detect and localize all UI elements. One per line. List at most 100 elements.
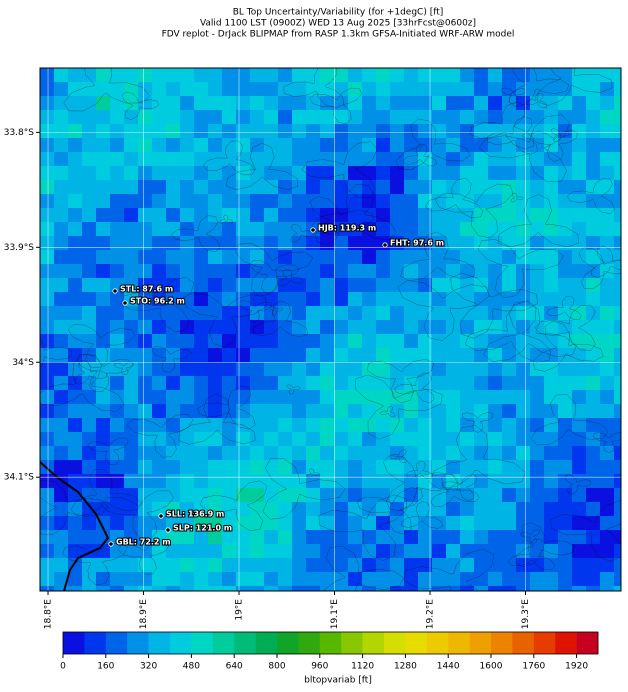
field-cell	[54, 264, 68, 278]
field-cell	[320, 404, 334, 418]
field-cell	[404, 96, 418, 110]
field-cell	[558, 432, 572, 446]
field-cell	[390, 306, 404, 320]
field-cell	[362, 390, 376, 404]
field-cell	[250, 138, 264, 152]
field-cell	[194, 474, 208, 488]
field-cell	[194, 362, 208, 376]
field-cell	[474, 166, 488, 180]
field-cell	[362, 432, 376, 446]
field-cell	[152, 488, 166, 502]
field-cell	[208, 82, 222, 96]
field-cell	[572, 586, 586, 591]
field-cell	[166, 96, 180, 110]
field-cell	[250, 124, 264, 138]
field-cell	[40, 488, 54, 502]
field-cell	[474, 278, 488, 292]
field-cell	[614, 292, 621, 306]
field-cell	[600, 152, 614, 166]
field-cell	[292, 82, 306, 96]
field-cell	[82, 292, 96, 306]
field-cell	[236, 236, 250, 250]
field-cell	[250, 390, 264, 404]
field-cell	[138, 236, 152, 250]
field-cell	[586, 488, 600, 502]
field-cell	[152, 362, 166, 376]
field-cell	[68, 180, 82, 194]
field-cell	[40, 572, 54, 586]
y-tick-label: 34°S	[12, 358, 34, 368]
field-cell	[390, 418, 404, 432]
field-cell	[166, 474, 180, 488]
field-cell	[306, 502, 320, 516]
field-cell	[236, 558, 250, 572]
field-cell	[572, 306, 586, 320]
field-cell	[348, 306, 362, 320]
field-cell	[54, 194, 68, 208]
field-cell	[586, 404, 600, 418]
field-cell	[278, 250, 292, 264]
field-cell	[110, 516, 124, 530]
field-cell	[292, 236, 306, 250]
title: BL Top Uncertainty/Variability (for +1de…	[162, 8, 515, 40]
field-cell	[320, 96, 334, 110]
field-cell	[152, 530, 166, 544]
field-cell	[306, 306, 320, 320]
colorbar-swatch	[491, 632, 513, 654]
field-cell	[236, 152, 250, 166]
field-cell	[306, 432, 320, 446]
field-cell	[418, 432, 432, 446]
field-cell	[376, 250, 390, 264]
field-cell	[446, 362, 460, 376]
field-cell	[502, 474, 516, 488]
colorbar-swatch	[555, 632, 577, 654]
contour	[40, 480, 109, 535]
field-cell	[614, 194, 621, 208]
field-cell	[138, 334, 152, 348]
field-cell	[250, 544, 264, 558]
field-cell	[152, 278, 166, 292]
field-cell	[446, 250, 460, 264]
field-cell	[194, 404, 208, 418]
contour	[591, 245, 621, 278]
field-cell	[432, 292, 446, 306]
field-cell	[432, 376, 446, 390]
field-cell	[418, 236, 432, 250]
field-cell	[82, 68, 96, 82]
field-cell	[362, 152, 376, 166]
field-cell	[390, 460, 404, 474]
field-cell	[124, 236, 138, 250]
field-cell	[488, 516, 502, 530]
field-cell	[194, 68, 208, 82]
field-cell	[96, 166, 110, 180]
field-cell	[166, 348, 180, 362]
field-cell	[572, 334, 586, 348]
field-cell	[446, 390, 460, 404]
field-cell	[40, 544, 54, 558]
field-cell	[572, 166, 586, 180]
contour	[546, 295, 582, 320]
field-cell	[390, 208, 404, 222]
field-cell	[110, 586, 124, 591]
field-cell	[614, 558, 621, 572]
field-cell	[54, 250, 68, 264]
field-cell	[320, 418, 334, 432]
contour	[367, 358, 435, 404]
field-cell	[40, 194, 54, 208]
field-cell	[376, 110, 390, 124]
field-cell	[390, 250, 404, 264]
field-cell	[124, 152, 138, 166]
field-cell	[474, 418, 488, 432]
field-cell	[180, 586, 194, 591]
field-cell	[530, 474, 544, 488]
field-cell	[166, 404, 180, 418]
field-cell	[600, 474, 614, 488]
field-cell	[68, 250, 82, 264]
station-label: STO: 96.2 m	[130, 297, 185, 306]
field-cell	[250, 446, 264, 460]
field-cell	[586, 446, 600, 460]
field-cell	[502, 516, 516, 530]
field-cell	[558, 488, 572, 502]
field-cell	[404, 208, 418, 222]
field-cell	[376, 320, 390, 334]
